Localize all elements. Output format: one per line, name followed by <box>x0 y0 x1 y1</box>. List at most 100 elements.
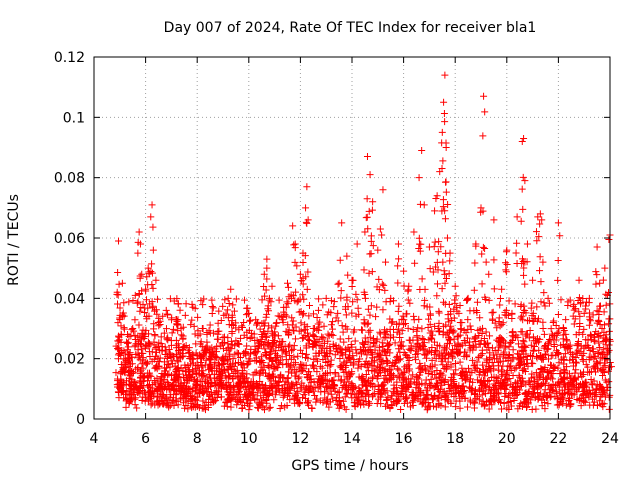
data-point <box>289 345 297 353</box>
data-point <box>601 390 609 398</box>
data-point <box>518 185 526 193</box>
data-point <box>205 395 213 403</box>
data-point <box>601 264 609 272</box>
data-point <box>164 311 172 319</box>
data-point <box>357 401 365 409</box>
data-point <box>330 298 338 306</box>
data-point <box>482 328 490 336</box>
data-point <box>269 372 277 380</box>
data-point <box>527 304 535 312</box>
data-point <box>204 403 212 411</box>
data-point <box>152 276 160 284</box>
data-point <box>291 372 299 380</box>
data-point <box>379 186 387 194</box>
data-point <box>464 403 472 411</box>
data-point <box>441 215 449 223</box>
data-point <box>368 349 376 357</box>
data-point <box>334 389 342 397</box>
data-point <box>464 325 472 333</box>
data-point <box>573 342 581 350</box>
data-point <box>158 346 166 354</box>
data-point <box>502 266 510 274</box>
data-point <box>547 383 555 391</box>
data-point <box>190 322 198 330</box>
data-point <box>270 380 278 388</box>
data-point <box>130 378 138 386</box>
data-point <box>519 366 527 374</box>
data-point <box>434 266 442 274</box>
data-point <box>122 403 130 411</box>
data-point <box>411 351 419 359</box>
chart-title: Day 007 of 2024, Rate Of TEC Index for r… <box>164 20 537 36</box>
data-point <box>556 232 564 240</box>
data-point <box>194 362 202 370</box>
data-point <box>309 310 317 318</box>
data-point <box>579 391 587 399</box>
data-point <box>321 387 329 395</box>
y-tick-label: 0 <box>76 412 85 428</box>
data-point <box>322 383 330 391</box>
data-point <box>136 272 144 280</box>
data-point <box>256 358 264 366</box>
data-point <box>340 338 348 346</box>
data-point <box>547 385 555 393</box>
data-point <box>301 353 309 361</box>
data-point <box>139 300 147 308</box>
data-point <box>361 290 369 298</box>
data-point <box>395 302 403 310</box>
data-point <box>284 279 291 287</box>
data-point <box>272 385 280 393</box>
data-point <box>313 314 321 322</box>
data-point <box>386 298 394 306</box>
data-point <box>134 298 142 306</box>
data-point <box>593 381 601 389</box>
data-point <box>278 353 286 361</box>
data-point <box>526 326 534 334</box>
data-point <box>421 285 429 293</box>
data-point <box>122 377 130 385</box>
data-point <box>580 344 588 352</box>
data-point <box>148 269 156 277</box>
data-point <box>545 338 553 346</box>
data-point <box>284 283 292 291</box>
data-point <box>285 351 293 359</box>
data-point <box>268 324 276 332</box>
data-point <box>529 346 537 354</box>
x-tick-label: 20 <box>498 431 516 447</box>
data-point <box>493 324 501 332</box>
data-point <box>513 390 521 398</box>
data-point <box>544 345 552 353</box>
x-tick-label: 12 <box>291 431 309 447</box>
data-point <box>590 377 598 385</box>
data-point <box>568 380 576 388</box>
y-tick-label: 0.06 <box>54 231 85 247</box>
data-point <box>421 296 429 304</box>
data-point <box>302 204 310 212</box>
y-tick-label: 0.1 <box>63 110 85 126</box>
data-point <box>554 219 562 227</box>
data-point <box>522 353 530 361</box>
data-point <box>539 325 547 333</box>
data-point <box>383 356 391 364</box>
data-point <box>318 377 326 385</box>
data-point <box>513 350 521 358</box>
data-point <box>240 331 248 339</box>
data-point <box>219 302 227 310</box>
data-point <box>517 217 525 225</box>
data-point <box>543 375 551 383</box>
data-point <box>400 399 408 407</box>
data-point <box>345 369 353 377</box>
data-point <box>516 373 524 381</box>
data-point <box>509 372 517 380</box>
data-point <box>124 354 132 362</box>
data-point <box>204 380 212 388</box>
data-point <box>523 240 531 248</box>
data-point <box>254 389 262 397</box>
data-point <box>425 336 433 344</box>
data-point <box>244 382 252 390</box>
data-point <box>337 287 345 295</box>
data-point <box>528 299 536 307</box>
data-point <box>560 374 568 382</box>
data-point <box>339 328 347 336</box>
data-point <box>499 319 507 327</box>
